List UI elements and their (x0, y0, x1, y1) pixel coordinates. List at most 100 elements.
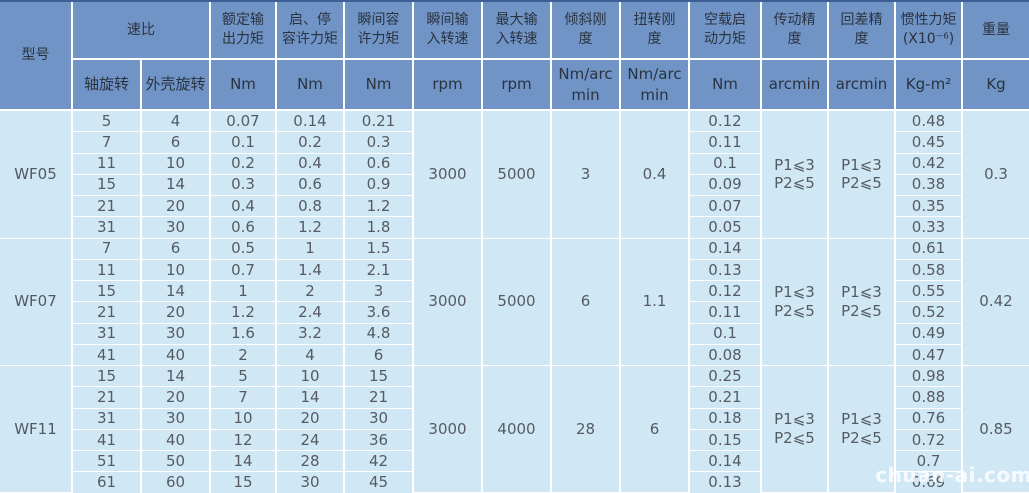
inertia-cell: 0.47 (894, 343, 962, 367)
col-header-model: 型号 (0, 2, 73, 111)
noload-torque-cell: 0.12 (688, 109, 762, 133)
start-stop-torque-cell: 0.6 (275, 173, 345, 196)
ratio-shaft-cell: 7 (72, 131, 142, 154)
unit-inertia: Kg-m² (894, 58, 963, 111)
instant-torque-cell: 45 (343, 471, 414, 493)
noload-torque-cell: 0.13 (688, 471, 762, 493)
start-stop-torque-cell: 24 (275, 428, 345, 452)
start-stop-torque-cell: 3.2 (275, 322, 345, 345)
noload-torque-cell: 0.11 (688, 131, 762, 154)
start-stop-torque-cell: 1.4 (275, 258, 345, 282)
ratio-housing-cell: 40 (140, 343, 211, 367)
unit-instant-input-speed: rpm (412, 58, 483, 111)
spec-row: 7 6 0.1 0.2 0.3 0.11 0.45 (0, 131, 1029, 154)
noload-torque-cell: 0.11 (688, 301, 762, 324)
spec-row: 21 20 0.4 0.8 1.2 0.07 0.35 (0, 194, 1029, 218)
col-header-instant-input-speed: 瞬间输 入转速 (412, 2, 483, 60)
rated-torque-cell: 0.07 (209, 109, 277, 133)
ratio-housing-cell: 40 (140, 428, 211, 452)
rated-torque-cell: 2 (209, 343, 277, 367)
col-header-max-input-speed: 最大输 入转速 (481, 2, 552, 60)
rated-torque-cell: 0.6 (209, 216, 277, 239)
spec-row: 61 60 15 30 45 0.13 0.69 (0, 471, 1029, 493)
start-stop-torque-cell: 0.2 (275, 131, 345, 154)
noload-torque-cell: 0.21 (688, 386, 762, 409)
inertia-cell: 0.48 (894, 109, 963, 133)
ratio-shaft-cell: 15 (71, 365, 142, 388)
noload-torque-cell: 0.05 (688, 216, 762, 239)
model-cell: WF05 (0, 109, 73, 239)
noload-torque-cell: 0.1 (688, 152, 762, 175)
unit-weight: Kg (961, 58, 1029, 111)
tilt-stiffness-cell: 28 (550, 365, 621, 493)
start-stop-torque-cell: 1.2 (275, 216, 345, 239)
ratio-housing-cell: 60 (140, 471, 211, 493)
ratio-housing-cell: 14 (140, 280, 211, 303)
col-header-weight: 重量 (961, 2, 1029, 60)
input-speed-cell: 3000 (412, 365, 483, 493)
model-cell: WF11 (0, 365, 73, 493)
instant-torque-cell: 30 (343, 407, 414, 430)
spec-row: 41 40 12 24 36 0.15 0.72 (0, 428, 1029, 452)
noload-torque-cell: 0.25 (688, 365, 762, 388)
torsional-stiffness-cell: 6 (619, 365, 690, 493)
inertia-cell: 0.49 (894, 322, 962, 345)
rated-torque-cell: 0.3 (209, 173, 277, 196)
start-stop-torque-cell: 28 (275, 450, 345, 473)
start-stop-torque-cell: 20 (275, 407, 345, 430)
header-unit-row: 轴旋转 外壳旋转 Nm Nm Nm rpm rpm Nm/arc min Nm/… (0, 58, 1029, 111)
col-header-noload-start-torque: 空载启 动力矩 (688, 2, 762, 60)
rated-torque-cell: 1.6 (209, 322, 277, 345)
unit-tilt-stiffness: Nm/arc min (550, 58, 621, 111)
unit-start-stop-torque: Nm (275, 58, 345, 111)
spec-row: 41 40 2 4 6 0.08 0.47 (0, 343, 1029, 367)
instant-torque-cell: 0.9 (343, 173, 414, 196)
noload-torque-cell: 0.07 (688, 194, 762, 218)
ratio-housing-cell: 6 (140, 131, 211, 154)
instant-torque-cell: 6 (343, 343, 414, 367)
col-header-ratio-housing: 外壳旋转 (140, 58, 211, 111)
spec-row: WF05 5 4 0.07 0.14 0.21 3000 5000 3 0.4 0.12 P1⩽3 P… (0, 109, 1029, 239)
spec-row: 11 10 0.7 1.4 2.1 0.13 0.58 (0, 258, 1029, 282)
spec-row: 11 10 0.2 0.4 0.6 0.1 0.42 (0, 152, 1029, 175)
spec-table-header: 型号 速比 额定输 出力矩 启、停 容许力矩 瞬间容 许力矩 瞬间输 入转速 最… (0, 2, 1029, 111)
ratio-shaft-cell: 11 (72, 152, 142, 175)
col-header-rated-torque: 额定输 出力矩 (209, 2, 277, 60)
inertia-cell: 0.35 (894, 194, 962, 218)
rated-torque-cell: 1 (209, 280, 277, 303)
spec-row: 21 20 1.2 2.4 3.6 0.11 0.52 (0, 301, 1029, 324)
backlash-accuracy-cell: P1⩽3 P2⩽5 (827, 109, 896, 239)
spec-row: 31 30 0.6 1.2 1.8 0.05 0.33 (0, 216, 1029, 239)
tilt-stiffness-cell: 6 (550, 237, 621, 367)
transmission-accuracy-cell: P1⩽3 P2⩽5 (760, 365, 829, 493)
col-header-ratio-shaft: 轴旋转 (72, 58, 142, 111)
col-header-transmission-accuracy: 传动精 度 (760, 2, 829, 60)
start-stop-torque-cell: 14 (275, 386, 345, 409)
unit-max-input-speed: rpm (481, 58, 552, 111)
input-speed-cell: 3000 (412, 109, 483, 239)
rated-torque-cell: 0.5 (209, 237, 277, 260)
input-speed-cell: 3000 (412, 237, 483, 367)
section-WF05: WF05 5 4 0.07 0.14 0.21 3000 5000 3 0.4 0.12 P1⩽3 P… (0, 109, 1029, 239)
start-stop-torque-cell: 4 (275, 343, 345, 367)
ratio-shaft-cell: 31 (72, 216, 142, 239)
noload-torque-cell: 0.08 (688, 343, 762, 367)
ratio-shaft-cell: 21 (72, 386, 142, 409)
inertia-cell: 0.61 (894, 237, 963, 260)
weight-cell: 0.85 (961, 365, 1029, 493)
unit-torsional-stiffness: Nm/arc min (619, 58, 690, 111)
unit-backlash-accuracy: arcmin (827, 58, 896, 111)
inertia-cell: 0.98 (894, 365, 963, 388)
rated-torque-cell: 5 (209, 365, 277, 388)
rated-torque-cell: 0.4 (209, 194, 277, 218)
ratio-housing-cell: 30 (140, 322, 211, 345)
max-input-speed-cell: 5000 (481, 237, 552, 367)
noload-torque-cell: 0.14 (688, 237, 762, 260)
tilt-stiffness-cell: 3 (550, 109, 621, 239)
ratio-housing-cell: 30 (140, 407, 211, 430)
inertia-cell: 0.69 (894, 471, 962, 493)
instant-torque-cell: 1.5 (343, 237, 414, 260)
col-header-ratio-group: 速比 (71, 2, 211, 60)
ratio-housing-cell: 20 (140, 194, 211, 218)
unit-instant-torque: Nm (343, 58, 414, 111)
